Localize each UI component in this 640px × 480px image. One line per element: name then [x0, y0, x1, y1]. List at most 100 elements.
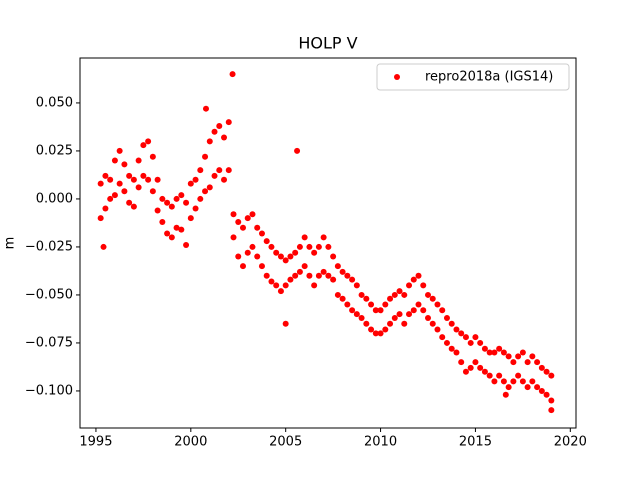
- data-point: [192, 176, 199, 183]
- data-point: [472, 334, 479, 341]
- data-point: [211, 172, 218, 179]
- data-point: [439, 334, 446, 341]
- y-tick-label: 0.000: [36, 191, 73, 206]
- data-point: [320, 268, 327, 275]
- data-point: [467, 364, 474, 371]
- data-point: [372, 330, 379, 337]
- data-point: [97, 180, 104, 187]
- data-point: [344, 301, 351, 308]
- data-point: [202, 153, 209, 160]
- data-point: [294, 147, 301, 154]
- data-point: [239, 263, 246, 270]
- data-point: [453, 326, 460, 333]
- data-point: [225, 119, 232, 126]
- data-point: [500, 378, 507, 385]
- x-tick-label: 2005: [269, 435, 302, 450]
- data-point: [496, 345, 503, 352]
- data-point: [235, 253, 242, 260]
- data-point: [534, 359, 541, 366]
- data-point: [121, 161, 128, 168]
- data-point: [130, 176, 137, 183]
- data-point: [292, 249, 299, 256]
- data-point: [178, 192, 185, 199]
- data-point: [159, 218, 166, 225]
- data-point: [145, 176, 152, 183]
- data-point: [548, 397, 555, 404]
- y-tick-label: 0.025: [36, 143, 73, 158]
- data-point: [249, 243, 256, 250]
- chart-title: HOLP V: [298, 34, 357, 53]
- data-point: [334, 291, 341, 298]
- data-point: [258, 263, 265, 270]
- data-point: [168, 234, 175, 241]
- data-point: [211, 128, 218, 135]
- data-point: [481, 345, 488, 352]
- data-point: [192, 205, 199, 212]
- data-point: [121, 188, 128, 195]
- data-point: [277, 253, 284, 260]
- data-point: [116, 147, 123, 154]
- data-point: [107, 195, 114, 202]
- data-point: [202, 105, 209, 112]
- data-point: [524, 384, 531, 391]
- data-point: [439, 307, 446, 314]
- data-point: [534, 384, 541, 391]
- x-tick-label: 2000: [174, 435, 207, 450]
- data-point: [254, 224, 261, 231]
- data-point: [183, 242, 190, 249]
- data-point: [502, 391, 509, 398]
- data-point: [282, 257, 289, 264]
- data-point: [216, 122, 223, 129]
- data-point: [434, 301, 441, 308]
- data-point: [315, 272, 322, 279]
- data-point: [111, 192, 118, 199]
- data-point: [330, 276, 337, 283]
- data-point: [363, 320, 370, 327]
- data-point: [519, 378, 526, 385]
- data-point: [107, 176, 114, 183]
- data-point: [396, 288, 403, 295]
- data-point: [130, 203, 137, 210]
- data-point: [420, 307, 427, 314]
- x-tick-label: 2020: [554, 435, 587, 450]
- data-point: [448, 320, 455, 327]
- data-point: [135, 157, 142, 164]
- data-point: [164, 199, 171, 206]
- data-point: [382, 326, 389, 333]
- data-point: [187, 215, 194, 222]
- data-point: [491, 378, 498, 385]
- data-point: [206, 184, 213, 191]
- data-point: [268, 278, 275, 285]
- legend-box: [376, 63, 570, 91]
- data-point: [420, 282, 427, 289]
- data-point: [268, 243, 275, 250]
- data-point: [339, 268, 346, 275]
- data-point: [500, 349, 507, 356]
- data-point: [486, 349, 493, 356]
- data-point: [173, 224, 180, 231]
- data-point: [296, 243, 303, 250]
- data-point: [496, 372, 503, 379]
- data-point: [358, 314, 365, 321]
- data-point: [168, 203, 175, 210]
- data-point: [306, 272, 313, 279]
- y-tick-label: −0.050: [25, 287, 73, 302]
- data-point: [173, 195, 180, 202]
- data-point: [100, 243, 107, 250]
- data-point: [254, 253, 261, 260]
- data-point: [330, 253, 337, 260]
- data-point: [529, 353, 536, 360]
- data-point: [301, 263, 308, 270]
- data-point: [263, 238, 270, 245]
- data-point: [387, 320, 394, 327]
- data-point: [477, 364, 484, 371]
- data-point: [396, 311, 403, 318]
- data-point: [325, 272, 332, 279]
- data-point: [353, 282, 360, 289]
- data-point: [505, 353, 512, 360]
- data-point: [462, 334, 469, 341]
- plot-frame: [79, 57, 577, 429]
- data-point: [301, 234, 308, 241]
- data-point: [311, 282, 318, 289]
